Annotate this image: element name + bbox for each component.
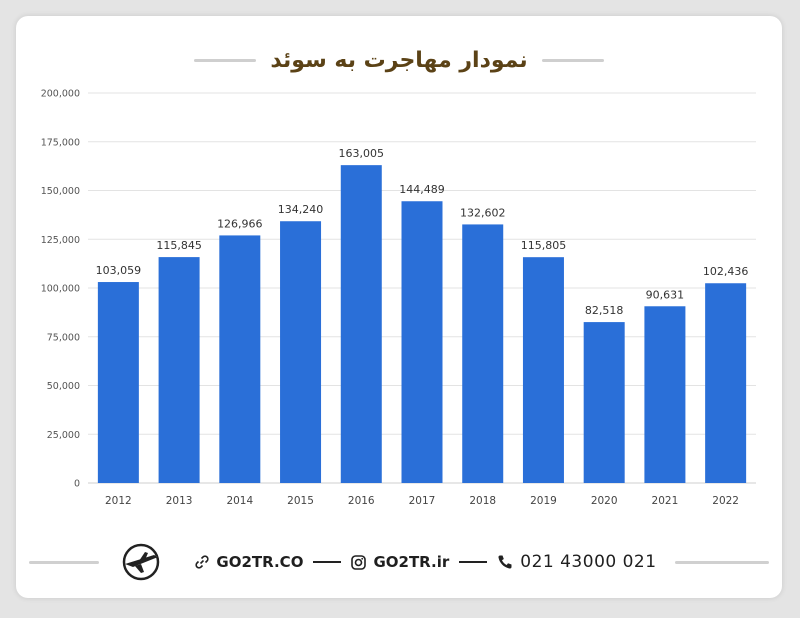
phone-icon bbox=[498, 555, 512, 569]
x-tick-label: 2013 bbox=[166, 495, 193, 507]
footer-divider-right bbox=[674, 560, 769, 564]
bar-2020 bbox=[583, 322, 625, 483]
y-tick-label: 0 bbox=[74, 479, 80, 490]
bar-2017 bbox=[401, 201, 443, 483]
bar-2021 bbox=[644, 306, 686, 483]
y-tick-label: 125,000 bbox=[41, 235, 80, 246]
y-tick-label: 150,000 bbox=[41, 186, 80, 197]
x-tick-label: 2012 bbox=[105, 495, 132, 507]
website-text: GO2TR.CO bbox=[216, 553, 304, 571]
data-label: 126,966 bbox=[217, 217, 263, 230]
data-label: 102,436 bbox=[703, 265, 749, 278]
footer-separator bbox=[313, 561, 342, 563]
instagram-icon bbox=[351, 554, 367, 570]
website-link[interactable]: GO2TR.CO bbox=[195, 553, 303, 571]
chart-title: نمودار مهاجرت به سوئد bbox=[270, 47, 528, 73]
data-label: 103,059 bbox=[96, 264, 142, 277]
bar-2022 bbox=[705, 283, 747, 483]
title-divider-left bbox=[194, 58, 257, 62]
bar-2016 bbox=[340, 165, 382, 483]
x-tick-label: 2016 bbox=[348, 495, 375, 507]
x-tick-label: 2022 bbox=[712, 495, 739, 507]
airplane-logo-icon bbox=[123, 543, 160, 581]
phone-text: 021 43000 021 bbox=[520, 552, 657, 572]
title-divider-right bbox=[541, 58, 604, 62]
instagram-text: GO2TR.ir bbox=[373, 553, 450, 571]
bar-2012 bbox=[97, 282, 139, 483]
bar-chart: 0 25,000 50,000 75,000 100,000 125,000 150,000… bbox=[41, 89, 756, 507]
bar-2015 bbox=[280, 221, 322, 483]
x-tick-label: 2019 bbox=[530, 495, 557, 507]
y-tick-label: 25,000 bbox=[47, 430, 80, 441]
footer: GO2TR.CO GO2TR.ir 021 43000 021 bbox=[16, 540, 782, 584]
bar-2014 bbox=[219, 235, 261, 483]
x-tick-label: 2017 bbox=[409, 495, 436, 507]
x-tick-label: 2020 bbox=[591, 495, 618, 507]
y-tick-label: 75,000 bbox=[47, 332, 80, 343]
footer-separator bbox=[459, 561, 488, 563]
bar-2013 bbox=[158, 257, 200, 483]
data-label: 82,518 bbox=[585, 304, 624, 317]
data-label: 115,845 bbox=[156, 239, 202, 252]
data-label: 132,602 bbox=[460, 206, 506, 219]
data-label: 134,240 bbox=[278, 203, 324, 216]
bar-2018 bbox=[462, 224, 504, 484]
bar-2019 bbox=[522, 257, 564, 483]
data-label: 144,489 bbox=[399, 183, 445, 196]
link-icon bbox=[195, 555, 210, 569]
y-tick-label: 100,000 bbox=[41, 284, 80, 295]
data-label: 90,631 bbox=[646, 288, 685, 301]
x-tick-label: 2015 bbox=[287, 495, 314, 507]
x-tick-label: 2014 bbox=[226, 495, 253, 507]
data-label: 115,805 bbox=[521, 239, 567, 252]
x-tick-label: 2018 bbox=[469, 495, 496, 507]
title-bar: نمودار مهاجرت به سوئد bbox=[16, 42, 782, 78]
chart-card: نمودار مهاجرت به سوئد 0 25,000 50,000 75,00… bbox=[16, 16, 782, 598]
x-tick-label: 2021 bbox=[652, 495, 679, 507]
y-tick-label: 50,000 bbox=[47, 381, 80, 392]
y-tick-label: 200,000 bbox=[41, 89, 80, 100]
instagram-link[interactable]: GO2TR.ir bbox=[351, 553, 449, 571]
footer-divider-left bbox=[29, 560, 100, 564]
phone-link[interactable]: 021 43000 021 bbox=[497, 552, 656, 572]
data-label: 163,005 bbox=[339, 147, 385, 160]
y-tick-label: 175,000 bbox=[41, 137, 80, 148]
